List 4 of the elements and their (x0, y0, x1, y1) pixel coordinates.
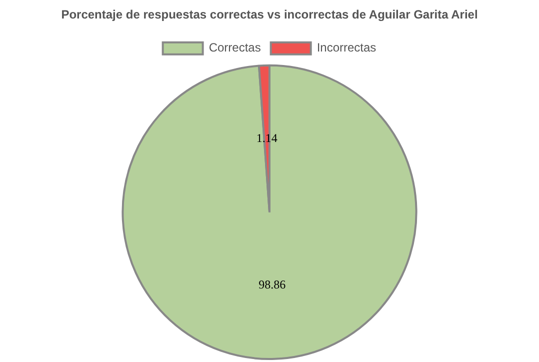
data-label: 98.86 (258, 278, 286, 292)
chart-title: Porcentaje de respuestas correctas vs incorrectas de Aguilar Garita Ariel (61, 8, 478, 22)
legend-label: Correctas (208, 40, 261, 55)
legend-label: Incorrectas (316, 40, 376, 55)
